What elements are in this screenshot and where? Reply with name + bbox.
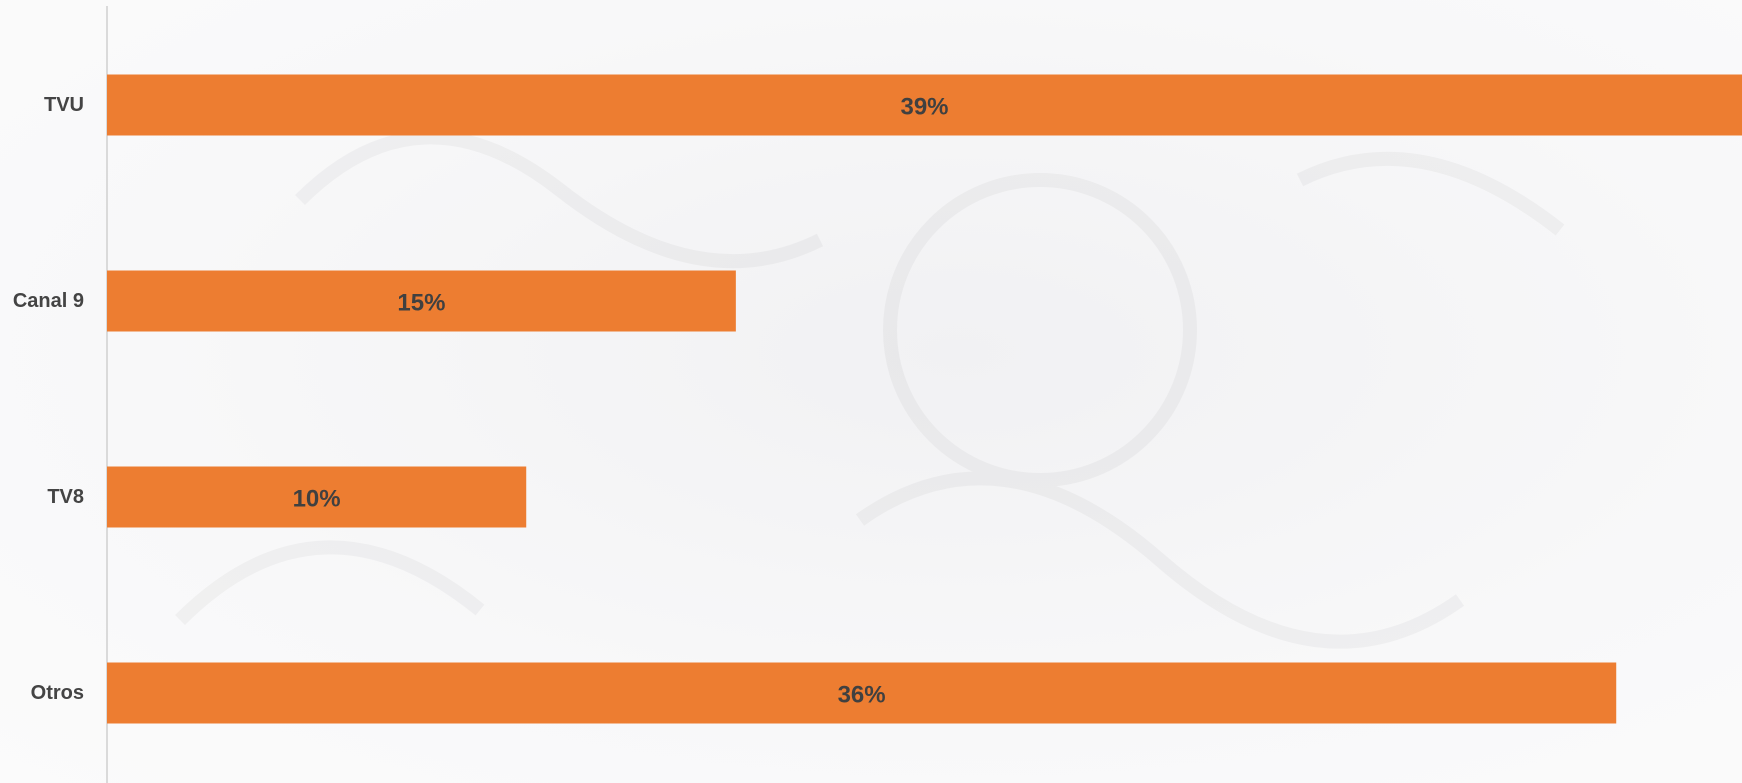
bar-tv8 [107,466,527,528]
category-label: Otros [31,682,84,704]
category-label: TVU [44,94,84,116]
bar-otros [107,662,1617,724]
category-label: TV8 [47,486,84,508]
background-watermark [175,130,1565,649]
data-label: 15% [397,290,445,317]
data-labels: 39% 15% 10% 36% [293,94,949,709]
data-label: 10% [293,486,341,513]
category-label: Canal 9 [13,290,84,312]
data-label: 39% [900,94,948,121]
bar-tvu [107,74,1742,136]
bar-canal-9 [107,270,736,332]
data-label: 36% [838,682,886,709]
bar-series [107,74,1742,724]
category-labels: TVU Canal 9 TV8 Otros [13,94,84,704]
